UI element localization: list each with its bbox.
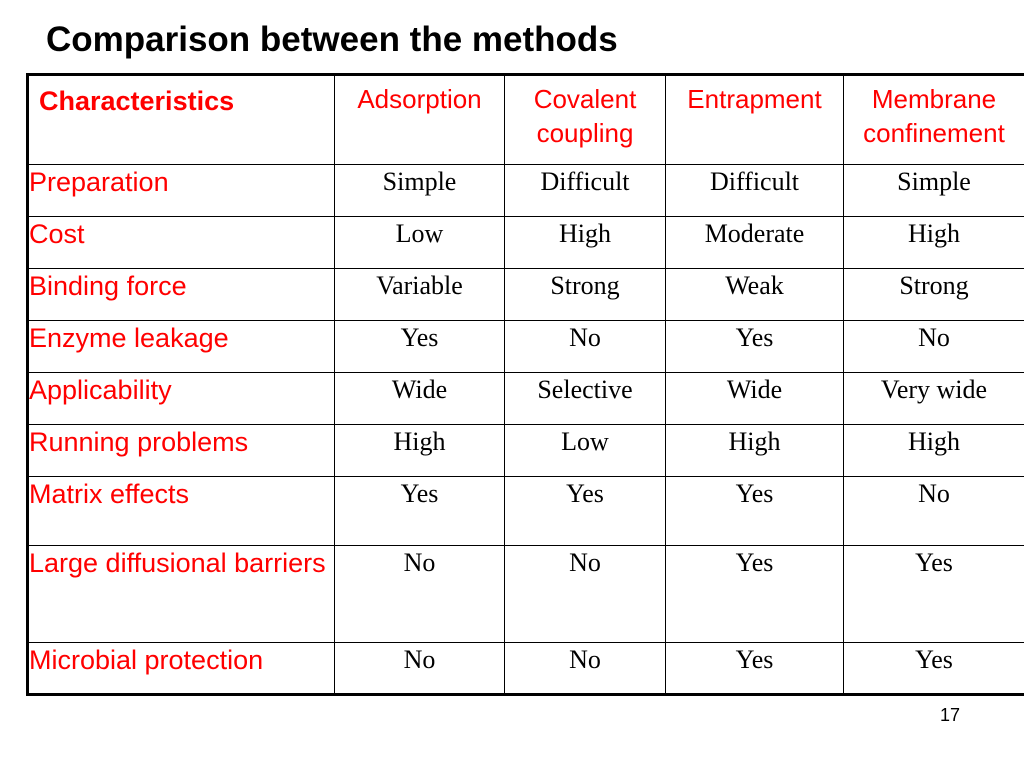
table-row: Running problems High Low High High <box>27 424 1024 477</box>
table-cell: No <box>334 642 505 695</box>
row-label-running-problems: Running problems <box>27 424 335 477</box>
table-cell: Weak <box>665 268 844 321</box>
row-label-binding-force: Binding force <box>27 268 335 321</box>
table-cell: Simple <box>843 164 1024 217</box>
table-header-row: Characteristics Adsorption Covalent coup… <box>27 74 1024 165</box>
table-row: Large diffusional barriers No No Yes Yes <box>27 545 1024 643</box>
table-cell: Selective <box>504 372 666 425</box>
table-cell: No <box>843 320 1024 373</box>
table-cell: Yes <box>334 476 505 546</box>
table-cell: Difficult <box>504 164 666 217</box>
row-label-large-diffusional-barriers: Large diffusional barriers <box>27 545 335 643</box>
table-cell: No <box>334 545 505 643</box>
table-cell: Yes <box>843 545 1024 643</box>
table-row: Binding force Variable Strong Weak Stron… <box>27 268 1024 321</box>
table-row: Applicability Wide Selective Wide Very w… <box>27 372 1024 425</box>
row-label-cost: Cost <box>27 216 335 269</box>
table-row: Cost Low High Moderate High <box>27 216 1024 269</box>
table-cell: Moderate <box>665 216 844 269</box>
table-cell: Simple <box>334 164 505 217</box>
table-cell: Wide <box>334 372 505 425</box>
table-cell: Wide <box>665 372 844 425</box>
header-entrapment: Entrapment <box>665 74 844 165</box>
header-characteristics: Characteristics <box>27 74 335 165</box>
row-label-microbial-protection: Microbial protection <box>27 642 335 695</box>
table-cell: Low <box>334 216 505 269</box>
table-cell: High <box>504 216 666 269</box>
table-row: Enzyme leakage Yes No Yes No <box>27 320 1024 373</box>
row-label-matrix-effects: Matrix effects <box>27 476 335 546</box>
table-cell: Yes <box>334 320 505 373</box>
table-cell: No <box>504 320 666 373</box>
row-label-applicability: Applicability <box>27 372 335 425</box>
table-cell: High <box>665 424 844 477</box>
table-cell: No <box>504 642 666 695</box>
header-membrane-confinement: Membrane confinement <box>843 74 1024 165</box>
table-cell: High <box>843 216 1024 269</box>
slide-title: Comparison between the methods <box>46 20 618 59</box>
table-cell: Variable <box>334 268 505 321</box>
table-cell: High <box>334 424 505 477</box>
table-cell: Yes <box>665 320 844 373</box>
table-cell: Strong <box>843 268 1024 321</box>
table-cell: High <box>843 424 1024 477</box>
table-cell: No <box>504 545 666 643</box>
comparison-table: Characteristics Adsorption Covalent coup… <box>26 73 1024 696</box>
table-cell: Yes <box>665 545 844 643</box>
page-number: 17 <box>939 705 961 725</box>
row-label-preparation: Preparation <box>27 164 335 217</box>
table-row: Preparation Simple Difficult Difficult S… <box>27 164 1024 217</box>
table-cell: Yes <box>843 642 1024 695</box>
table-cell: Yes <box>665 642 844 695</box>
table-cell: No <box>843 476 1024 546</box>
header-covalent-coupling: Covalent coupling <box>504 74 666 165</box>
header-adsorption: Adsorption <box>334 74 505 165</box>
table-cell: Strong <box>504 268 666 321</box>
table-cell: Yes <box>504 476 666 546</box>
row-label-enzyme-leakage: Enzyme leakage <box>27 320 335 373</box>
table-cell: Yes <box>665 476 844 546</box>
table-row: Matrix effects Yes Yes Yes No <box>27 476 1024 546</box>
table-cell: Difficult <box>665 164 844 217</box>
table-cell: Very wide <box>843 372 1024 425</box>
table-cell: Low <box>504 424 666 477</box>
table-row: Microbial protection No No Yes Yes <box>27 642 1024 695</box>
